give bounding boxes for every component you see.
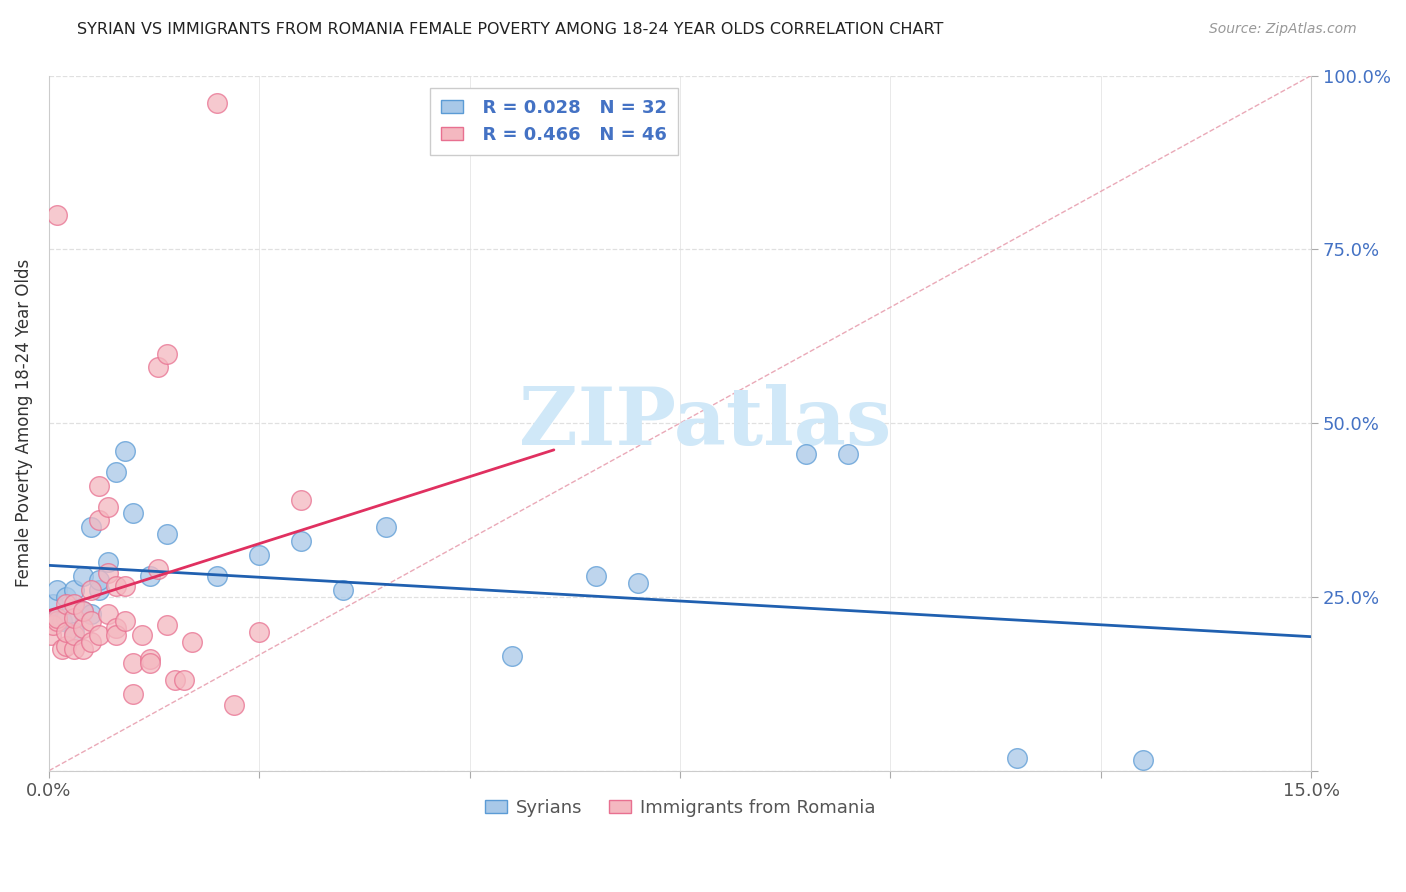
Point: [97, 500, 120, 514]
Point: [105, 465, 128, 479]
Point: [80, 607, 103, 622]
Point: [148, 562, 170, 576]
Point: [139, 652, 162, 666]
Y-axis label: Female Poverty Among 18-24 Year Olds: Female Poverty Among 18-24 Year Olds: [15, 259, 32, 587]
Point: [290, 492, 312, 507]
Point: [207, 96, 229, 111]
Point: [63, 597, 86, 611]
Point: [1132, 753, 1154, 767]
Point: [55, 624, 77, 639]
Point: [139, 569, 162, 583]
Point: [80, 614, 103, 628]
Point: [501, 648, 523, 663]
Point: [585, 569, 607, 583]
Point: [122, 507, 145, 521]
Point: [374, 520, 396, 534]
Point: [114, 614, 136, 628]
Point: [55, 639, 77, 653]
Point: [39, 628, 62, 642]
Point: [122, 656, 145, 670]
Point: [114, 444, 136, 458]
Point: [72, 621, 94, 635]
Point: [148, 360, 170, 375]
Point: [51, 642, 73, 657]
Legend: Syrians, Immigrants from Romania: Syrians, Immigrants from Romania: [478, 792, 883, 824]
Point: [89, 478, 111, 492]
Point: [72, 604, 94, 618]
Point: [247, 624, 270, 639]
Point: [80, 520, 103, 534]
Point: [51, 614, 73, 628]
Text: SYRIAN VS IMMIGRANTS FROM ROMANIA FEMALE POVERTY AMONG 18-24 YEAR OLDS CORRELATI: SYRIAN VS IMMIGRANTS FROM ROMANIA FEMALE…: [77, 22, 943, 37]
Point: [89, 573, 111, 587]
Point: [80, 635, 103, 649]
Point: [42, 617, 65, 632]
Point: [42, 597, 65, 611]
Point: [97, 555, 120, 569]
Point: [247, 548, 270, 562]
Text: Source: ZipAtlas.com: Source: ZipAtlas.com: [1209, 22, 1357, 37]
Point: [114, 579, 136, 593]
Point: [627, 576, 650, 591]
Point: [63, 642, 86, 657]
Point: [55, 597, 77, 611]
Point: [46, 614, 69, 628]
Point: [72, 604, 94, 618]
Point: [105, 621, 128, 635]
Point: [290, 534, 312, 549]
Point: [80, 582, 103, 597]
Point: [156, 617, 179, 632]
Point: [72, 569, 94, 583]
Point: [332, 582, 354, 597]
Point: [63, 624, 86, 639]
Point: [1005, 751, 1028, 765]
Point: [46, 611, 69, 625]
Point: [97, 566, 120, 580]
Point: [72, 642, 94, 657]
Point: [46, 582, 69, 597]
Point: [794, 447, 817, 461]
Point: [63, 582, 86, 597]
Point: [89, 628, 111, 642]
Point: [105, 628, 128, 642]
Point: [122, 687, 145, 701]
Point: [55, 590, 77, 604]
Point: [63, 611, 86, 625]
Point: [156, 346, 179, 360]
Text: ZIPatlas: ZIPatlas: [519, 384, 891, 462]
Point: [181, 635, 204, 649]
Point: [97, 607, 120, 622]
Point: [46, 611, 69, 625]
Point: [89, 582, 111, 597]
Point: [131, 628, 153, 642]
Point: [156, 527, 179, 541]
Point: [173, 673, 195, 688]
Point: [46, 208, 69, 222]
Point: [89, 513, 111, 527]
Point: [222, 698, 245, 712]
Point: [63, 628, 86, 642]
Point: [139, 656, 162, 670]
Point: [207, 569, 229, 583]
Point: [105, 579, 128, 593]
Point: [837, 447, 859, 461]
Point: [165, 673, 187, 688]
Point: [55, 611, 77, 625]
